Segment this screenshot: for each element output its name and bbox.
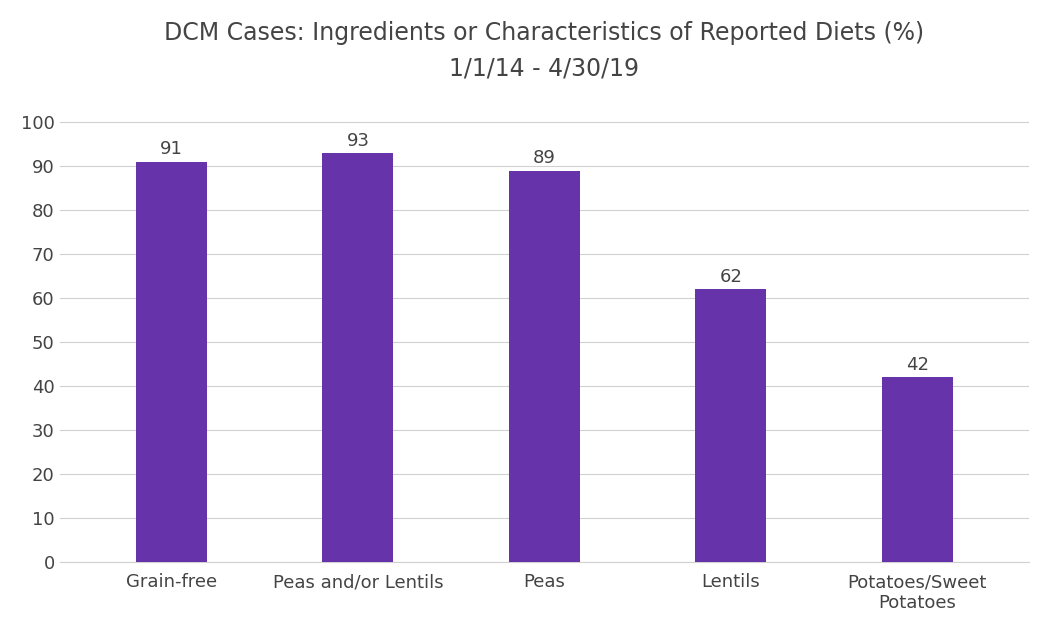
Text: 91: 91 [160,141,183,158]
Bar [136,162,207,562]
Text: 42: 42 [906,356,929,374]
Bar [509,171,580,562]
Bar [882,377,952,562]
Title: DCM Cases: Ingredients or Characteristics of Reported Diets (%)
1/1/14 - 4/30/19: DCM Cases: Ingredients or Characteristic… [164,21,924,80]
Text: 93: 93 [346,132,370,149]
Bar [695,289,766,562]
Text: 89: 89 [533,149,555,167]
Bar [322,153,394,562]
Text: 62: 62 [719,268,742,286]
